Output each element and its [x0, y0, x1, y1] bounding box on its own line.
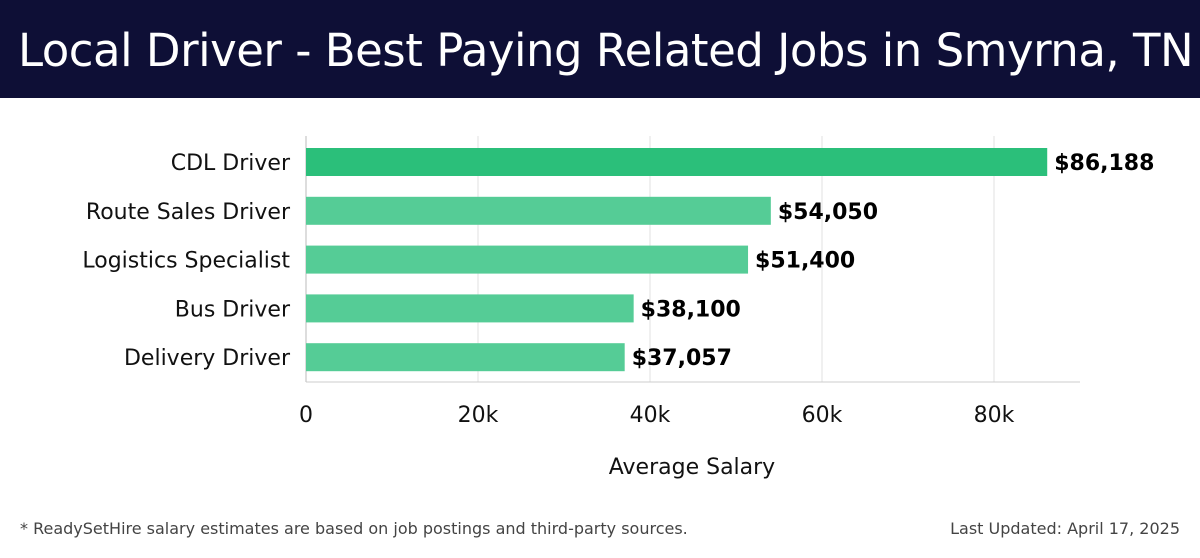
bar — [306, 294, 634, 323]
salary-bar-chart: CDL Driver Route Sales Driver Logistics Sp… — [82, 136, 1155, 480]
bars — [306, 148, 1048, 372]
x-tick-label: 40k — [630, 403, 671, 428]
category-label: CDL Driver — [171, 151, 291, 176]
value-label: $54,050 — [778, 200, 878, 225]
bar — [306, 245, 749, 274]
value-label: $86,188 — [1054, 151, 1154, 176]
x-tick-label: 80k — [974, 403, 1015, 428]
value-label: $38,100 — [641, 297, 741, 322]
value-labels: $86,188 $54,050 $51,400 $38,100 $37,057 — [632, 151, 1155, 371]
value-label: $37,057 — [632, 346, 732, 371]
x-tick-label: 20k — [458, 403, 499, 428]
category-label: Bus Driver — [175, 297, 291, 322]
bar — [306, 196, 771, 225]
x-tick-label: 0 — [299, 403, 313, 428]
x-tick-label: 60k — [802, 403, 843, 428]
category-label: Delivery Driver — [124, 346, 291, 371]
last-updated: Last Updated: April 17, 2025 — [950, 519, 1180, 538]
x-tick-labels: 0 20k 40k 60k 80k — [299, 403, 1015, 428]
footnote: * ReadySetHire salary estimates are base… — [20, 519, 688, 538]
x-axis-label: Average Salary — [609, 455, 775, 480]
bar — [306, 148, 1048, 176]
header-banner: Local Driver - Best Paying Related Jobs … — [0, 0, 1200, 98]
category-labels: CDL Driver Route Sales Driver Logistics Sp… — [82, 151, 291, 371]
bar — [306, 343, 625, 372]
value-label: $51,400 — [755, 249, 855, 274]
category-label: Logistics Specialist — [82, 249, 290, 274]
page-title: Local Driver - Best Paying Related Jobs … — [18, 24, 1194, 77]
category-label: Route Sales Driver — [86, 200, 291, 225]
